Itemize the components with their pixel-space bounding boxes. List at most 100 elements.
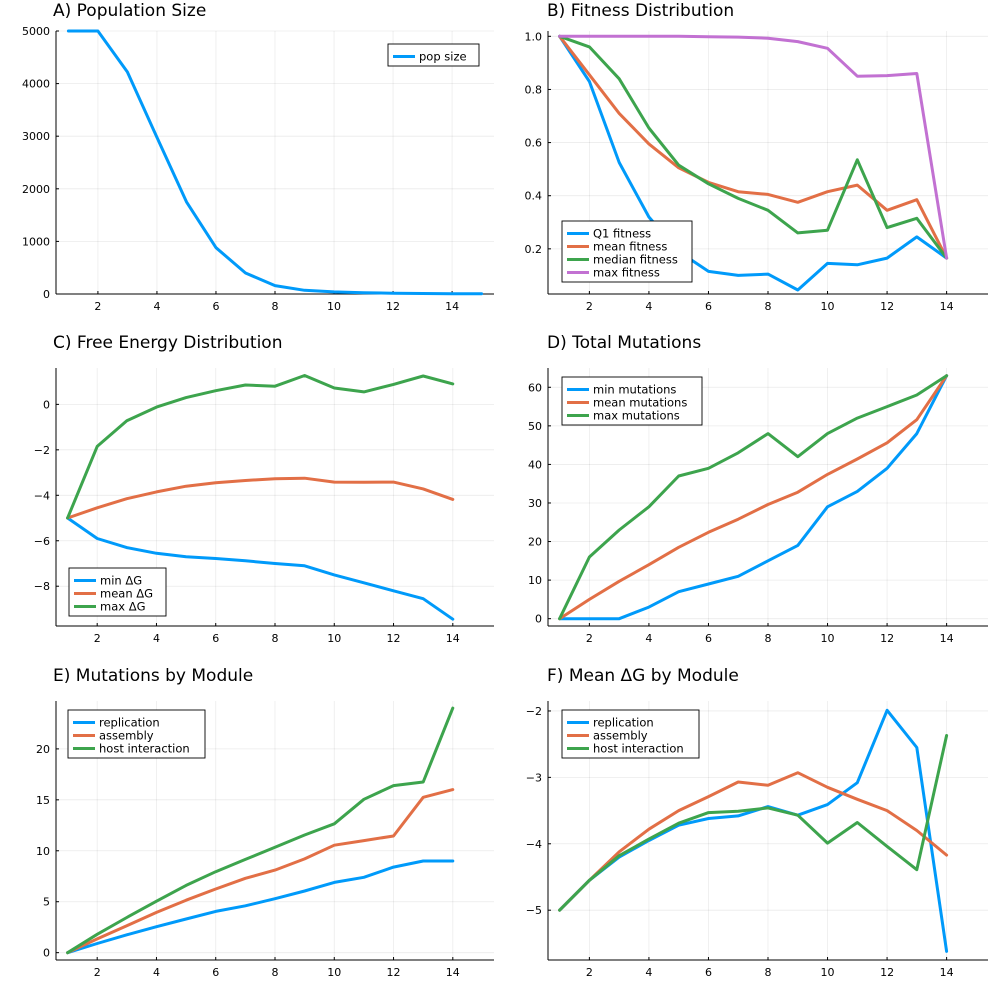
x-tick-label: 14 xyxy=(445,300,459,313)
series-line-median-fitness xyxy=(558,34,949,260)
y-tick-label: 1000 xyxy=(22,235,50,248)
y-tick-label: 0.6 xyxy=(525,137,543,150)
legend-label: replication xyxy=(593,716,654,730)
x-tick-label: 4 xyxy=(153,632,160,645)
x-tick-label: 6 xyxy=(212,632,219,645)
x-tick-label: 10 xyxy=(327,966,341,979)
series-line-assembly xyxy=(558,771,949,912)
x-tick-label: 14 xyxy=(446,632,460,645)
series-line-max-fitness xyxy=(558,34,949,260)
series-line-mean-mutations xyxy=(558,374,949,621)
y-tick-label: 0.4 xyxy=(525,190,543,203)
legend-label: mean fitness xyxy=(593,240,667,254)
panel-f-title: F) Mean ΔG by Module xyxy=(547,666,739,686)
panel-f: F) Mean ΔG by Module 2 4 6 8 10 12 14 −5 −4 −3 −2 r… xyxy=(526,666,988,979)
y-tick-label: 0 xyxy=(535,613,542,626)
panel-d-grid xyxy=(548,368,988,626)
panel-d-title: D) Total Mutations xyxy=(547,333,701,353)
y-tick-label: −6 xyxy=(34,535,50,548)
x-tick-label: 14 xyxy=(446,966,460,979)
x-tick-label: 14 xyxy=(940,300,954,313)
y-tick-label: 30 xyxy=(528,497,542,510)
series-line-min-mutations xyxy=(558,374,949,621)
x-tick-label: 8 xyxy=(765,966,772,979)
x-tick-label: 12 xyxy=(387,632,401,645)
x-tick-label: 2 xyxy=(94,632,101,645)
panel-d: D) Total Mutations 2 4 6 8 10 12 14 0 10 20 30 40 50… xyxy=(528,333,988,645)
series-line-mean-fitness xyxy=(558,34,949,260)
legend-label: assembly xyxy=(99,729,154,743)
x-tick-label: 10 xyxy=(327,632,341,645)
series-line-max-g xyxy=(66,374,455,520)
y-tick-label: 15 xyxy=(36,794,50,807)
panel-f-grid xyxy=(548,701,988,960)
series-line-max-mutations xyxy=(558,374,949,621)
series-line-mean-g xyxy=(66,476,455,520)
panel-b-title: B) Fitness Distribution xyxy=(547,1,734,21)
y-tick-label: 0 xyxy=(43,947,50,960)
x-tick-label: 2 xyxy=(586,300,593,313)
y-tick-label: 0 xyxy=(43,288,50,301)
x-tick-label: 6 xyxy=(212,966,219,979)
y-tick-label: 3000 xyxy=(22,130,50,143)
legend-label: min ΔG xyxy=(100,574,142,588)
y-tick-label: 0.8 xyxy=(525,83,543,96)
y-tick-label: 10 xyxy=(528,574,542,587)
x-tick-label: 12 xyxy=(880,632,894,645)
y-tick-label: 5000 xyxy=(22,25,50,38)
y-tick-label: 10 xyxy=(36,845,50,858)
panel-e: E) Mutations by Module 2 4 6 8 10 12 14 0 5 10 15 2… xyxy=(36,666,494,979)
legend-label: host interaction xyxy=(593,742,684,756)
y-tick-label: −8 xyxy=(34,580,50,593)
x-tick-label: 6 xyxy=(705,966,712,979)
series-line-min-g xyxy=(66,516,455,621)
x-tick-label: 6 xyxy=(705,632,712,645)
legend: pop size xyxy=(387,43,480,67)
x-tick-label: 2 xyxy=(94,966,101,979)
x-tick-label: 10 xyxy=(821,632,835,645)
y-tick-label: −4 xyxy=(526,838,542,851)
y-tick-label: −5 xyxy=(526,904,542,917)
legend-label: Q1 fitness xyxy=(593,227,651,241)
y-tick-label: 50 xyxy=(528,420,542,433)
x-tick-label: 14 xyxy=(940,966,954,979)
legend-label: max ΔG xyxy=(100,600,146,614)
series-line-host-interaction xyxy=(558,734,949,912)
legend-label: median fitness xyxy=(593,253,678,267)
y-tick-label: 60 xyxy=(528,381,542,394)
y-tick-label: 0.2 xyxy=(525,243,543,256)
x-tick-label: 10 xyxy=(821,300,835,313)
x-tick-label: 10 xyxy=(821,966,835,979)
x-tick-label: 6 xyxy=(212,300,219,313)
y-tick-label: 5 xyxy=(43,896,50,909)
x-tick-label: 8 xyxy=(272,966,279,979)
panel-c: C) Free Energy Distribution 2 4 6 8 10 12 14 −8… xyxy=(34,333,494,645)
y-tick-label: 40 xyxy=(528,458,542,471)
panel-c-title: C) Free Energy Distribution xyxy=(53,333,282,353)
x-tick-label: 8 xyxy=(272,300,279,313)
panel-b: B) Fitness Distribution 2 4 6 8 10 12 14 0.2 0.4… xyxy=(525,1,988,313)
legend-label: max mutations xyxy=(593,409,680,423)
x-tick-label: 4 xyxy=(153,966,160,979)
x-tick-label: 4 xyxy=(153,300,160,313)
x-tick-label: 2 xyxy=(586,632,593,645)
y-tick-label: −2 xyxy=(526,705,542,718)
panel-a-grid xyxy=(56,30,494,295)
x-tick-label: 12 xyxy=(880,966,894,979)
series-line-q1-fitness xyxy=(558,34,949,292)
x-tick-label: 4 xyxy=(645,632,652,645)
legend-label: replication xyxy=(99,716,160,730)
legend-label: mean mutations xyxy=(593,396,687,410)
y-tick-label: 1.0 xyxy=(525,30,543,43)
x-tick-label: 6 xyxy=(705,300,712,313)
panel-a-title: A) Population Size xyxy=(53,1,206,21)
x-tick-label: 14 xyxy=(940,632,954,645)
series-line-replication xyxy=(66,859,455,955)
x-tick-label: 8 xyxy=(765,300,772,313)
